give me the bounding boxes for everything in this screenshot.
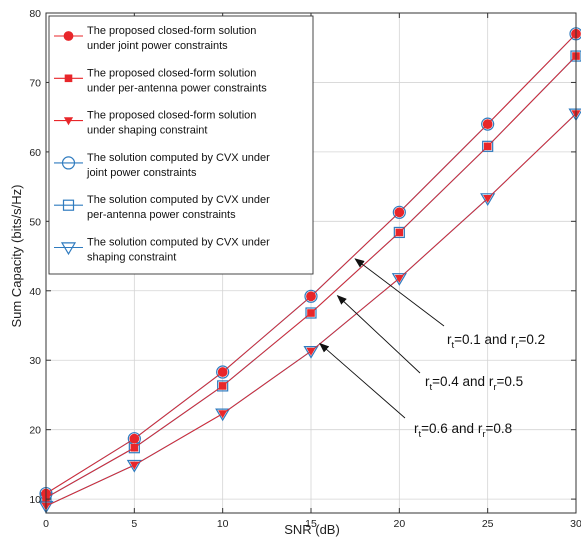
annotations: rt=0.1 and rr=0.2rt=0.4 and rr=0.5rt=0.6…: [319, 258, 545, 440]
x-tick-label: 15: [305, 518, 317, 530]
legend-text-line1: The proposed closed-form solution: [87, 110, 256, 122]
data-point-marker: [129, 433, 140, 444]
legend-entry: The proposed closed-form solution under j…: [54, 25, 256, 52]
annotation-arrow: [354, 258, 445, 327]
legend-box: [48, 15, 314, 275]
annotation-subscript: t: [419, 429, 422, 440]
legend-text-line1: The solution computed by CVX under: [87, 194, 270, 206]
annotation-text: =0.1 and r: [454, 332, 516, 347]
y-tick-label: 20: [29, 425, 41, 437]
data-point-marker: [482, 140, 494, 152]
annotation-text: =0.4 and r: [432, 374, 494, 389]
annotation-subscript: r: [482, 429, 485, 440]
data-point-marker: [393, 226, 405, 239]
x-tick-label: 5: [131, 518, 137, 530]
data-point-marker: [129, 461, 139, 470]
data-point-marker: [216, 365, 230, 379]
annotation-text: r: [414, 421, 419, 436]
annotation-text: =0.6 and r: [421, 421, 483, 436]
annotation-subscript: r: [493, 382, 496, 393]
y-tick-label: 40: [29, 286, 41, 298]
legend-entry: The solution computed by CVX under shapin…: [54, 237, 270, 264]
y-axis-label: Sum Capacity (bits/s/Hz): [9, 184, 24, 327]
data-point-marker: [63, 117, 74, 126]
data-point-marker: [305, 307, 317, 319]
data-point-marker: [392, 205, 406, 219]
annotation-arrow: [336, 294, 421, 374]
data-point-marker: [215, 408, 231, 422]
data-point-marker: [64, 74, 73, 83]
data-point-marker: [395, 228, 404, 237]
data-point-marker: [307, 309, 315, 317]
legend-text-line1: The solution computed by CVX under: [87, 237, 270, 249]
data-point-marker: [304, 289, 318, 303]
legend-text-line2: per-antenna power constraints: [87, 209, 236, 221]
data-point-marker: [218, 382, 227, 390]
y-tick-label: 70: [29, 77, 41, 89]
legend-text-line1: The proposed closed-form solution: [87, 67, 256, 79]
data-point-marker: [306, 347, 316, 356]
annotation-subscript: t: [452, 340, 455, 351]
data-point-marker: [306, 291, 316, 302]
x-tick-label: 30: [570, 518, 581, 530]
data-point-marker: [217, 367, 228, 377]
data-point-marker: [60, 242, 77, 256]
legend: The proposed closed-form solution under j…: [48, 15, 314, 275]
annotation-subscript: t: [430, 382, 433, 393]
annotation-label: rt=0.4 and rr=0.5: [425, 374, 523, 393]
annotation-subscript: r: [515, 340, 518, 351]
data-point-marker: [126, 459, 142, 473]
data-point-marker: [480, 193, 496, 206]
legend-text-line1: The solution computed by CVX under: [87, 152, 270, 164]
data-point-marker: [483, 142, 492, 151]
x-tick-label: 10: [217, 518, 229, 530]
data-point-marker: [394, 207, 405, 218]
axes: 0 5 10 15 20 25 30 10 20 30 40 50 60 70 80: [29, 8, 581, 530]
data-point-marker: [483, 195, 493, 204]
data-point-marker: [394, 274, 404, 283]
legend-text-line2: under shaping constraint: [87, 125, 207, 137]
annotation-label: rt=0.1 and rr=0.2: [447, 332, 545, 351]
legend-text-line2: under joint power constraints: [87, 40, 228, 52]
legend-text-line2: joint power constraints: [86, 167, 197, 179]
annotation-text: r: [425, 374, 430, 389]
legend-text-line2: shaping constraint: [87, 252, 176, 264]
x-axis-label: SNR (dB): [284, 522, 340, 537]
legend-entry: The solution computed by CVX under per-an…: [54, 194, 270, 221]
y-tick-label: 30: [29, 355, 41, 367]
y-tick-label: 80: [29, 8, 41, 20]
annotation-arrow: [319, 342, 406, 419]
annotation-text: =0.8: [485, 421, 512, 436]
annotation-text: =0.5: [496, 374, 523, 389]
legend-entry: The proposed closed-form solution under p…: [54, 67, 267, 94]
annotation-text: r: [447, 332, 452, 347]
legend-text-line2: under per-antenna power constraints: [87, 82, 267, 94]
legend-text-line1: The proposed closed-form solution: [87, 25, 256, 37]
y-tick-label: 10: [29, 494, 41, 506]
data-point-marker: [130, 443, 139, 452]
annotation-label: rt=0.6 and rr=0.8: [414, 421, 512, 440]
data-point-marker: [61, 156, 76, 170]
data-point-marker: [481, 117, 495, 131]
data-point-marker: [63, 31, 74, 41]
data-point-marker: [391, 273, 407, 286]
y-tick-label: 50: [29, 216, 41, 228]
series-closed-form-2: [41, 110, 581, 511]
data-point-marker: [303, 345, 319, 359]
data-point-marker: [482, 119, 493, 130]
legend-entry: The proposed closed-form solution under s…: [54, 110, 256, 137]
x-tick-label: 20: [393, 518, 405, 530]
annotation-text: =0.2: [518, 332, 545, 347]
x-tick-label: 0: [43, 518, 49, 530]
legend-entry: The solution computed by CVX under joint …: [54, 152, 270, 179]
y-tick-label: 60: [29, 147, 41, 159]
x-tick-label: 25: [482, 518, 494, 530]
data-point-marker: [217, 380, 229, 392]
data-point-marker: [218, 410, 228, 419]
data-point-marker: [62, 199, 75, 211]
